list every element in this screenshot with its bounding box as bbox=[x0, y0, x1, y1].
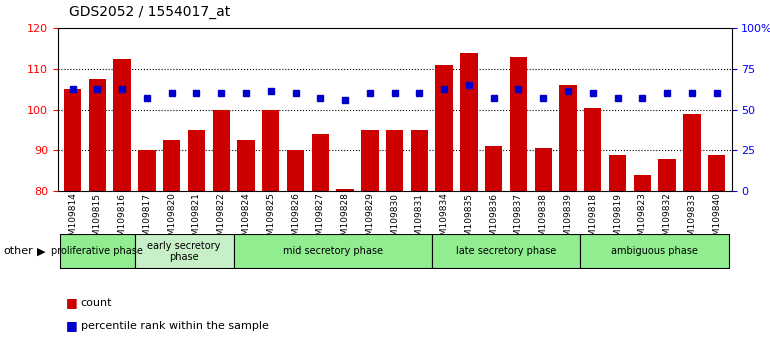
Text: mid secretory phase: mid secretory phase bbox=[283, 246, 383, 256]
Bar bbox=[559, 85, 577, 191]
Bar bbox=[683, 114, 701, 191]
Bar bbox=[410, 130, 428, 191]
Text: count: count bbox=[81, 298, 112, 308]
Text: late secretory phase: late secretory phase bbox=[456, 246, 556, 256]
Bar bbox=[510, 57, 527, 191]
Text: other: other bbox=[4, 246, 34, 256]
Text: percentile rank within the sample: percentile rank within the sample bbox=[81, 321, 269, 331]
Bar bbox=[139, 150, 156, 191]
Bar bbox=[135, 234, 233, 268]
Text: ■: ■ bbox=[65, 296, 77, 309]
Bar bbox=[336, 189, 353, 191]
Bar bbox=[163, 140, 180, 191]
Bar bbox=[460, 53, 477, 191]
Bar bbox=[287, 150, 304, 191]
Bar bbox=[233, 234, 432, 268]
Bar bbox=[609, 154, 626, 191]
Bar bbox=[361, 130, 379, 191]
Text: early secretory
phase: early secretory phase bbox=[147, 240, 221, 262]
Text: GDS2052 / 1554017_at: GDS2052 / 1554017_at bbox=[69, 5, 230, 19]
Text: ▶: ▶ bbox=[37, 246, 45, 256]
Bar bbox=[312, 134, 329, 191]
Text: ambiguous phase: ambiguous phase bbox=[611, 246, 698, 256]
Bar bbox=[60, 234, 135, 268]
Text: ■: ■ bbox=[65, 319, 77, 332]
Bar bbox=[262, 110, 280, 191]
Bar bbox=[432, 234, 581, 268]
Bar bbox=[188, 130, 205, 191]
Bar bbox=[534, 148, 552, 191]
Bar bbox=[89, 79, 106, 191]
Bar bbox=[436, 65, 453, 191]
Bar bbox=[213, 110, 230, 191]
Bar bbox=[584, 108, 601, 191]
Bar bbox=[581, 234, 729, 268]
Bar bbox=[708, 154, 725, 191]
Bar bbox=[113, 59, 131, 191]
Bar bbox=[634, 175, 651, 191]
Bar bbox=[237, 140, 255, 191]
Bar bbox=[658, 159, 676, 191]
Text: proliferative phase: proliferative phase bbox=[52, 246, 143, 256]
Bar bbox=[64, 89, 82, 191]
Bar bbox=[485, 146, 502, 191]
Bar bbox=[386, 130, 403, 191]
